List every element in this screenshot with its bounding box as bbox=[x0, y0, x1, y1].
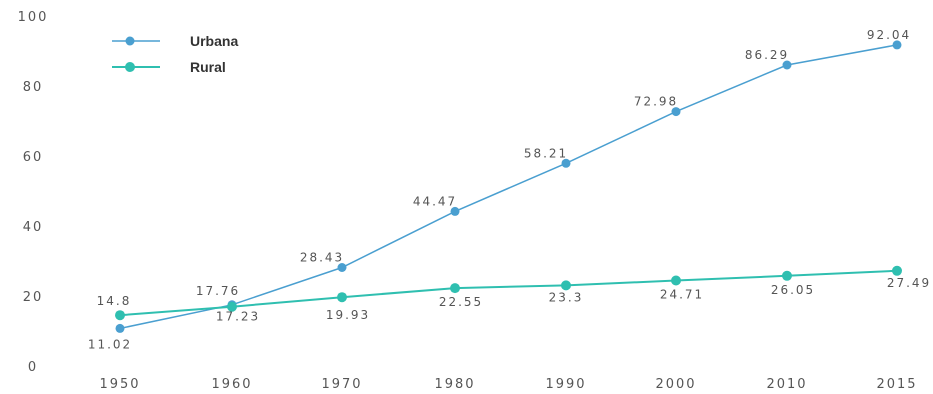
data-label-rural: 26.05 bbox=[771, 283, 815, 297]
data-label-urbana: 17.76 bbox=[196, 284, 240, 298]
y-tick-label: 40 bbox=[23, 220, 44, 235]
legend-marker-urbana bbox=[125, 36, 135, 46]
legend: Urbana Rural bbox=[112, 33, 238, 75]
x-tick-label: 2000 bbox=[655, 377, 696, 392]
data-point-rural bbox=[227, 301, 237, 312]
data-point-urbana bbox=[450, 206, 460, 216]
data-label-rural: 17.23 bbox=[216, 310, 260, 324]
data-point-urbana bbox=[782, 60, 792, 70]
series-line-rural bbox=[119, 269, 898, 317]
data-label-rural: 23.3 bbox=[549, 290, 584, 304]
data-label-urbana: 92.04 bbox=[867, 28, 911, 42]
legend-marker-rural bbox=[125, 62, 135, 72]
data-label-urbana: 86.29 bbox=[745, 48, 789, 62]
data-labels: 11.02 17.76 28.43 44.47 58.21 72.98 86.29 92.04… bbox=[88, 28, 931, 352]
y-tick-label: 20 bbox=[23, 290, 44, 305]
data-label-rural: 27.49 bbox=[887, 276, 931, 290]
x-tick-label: 2015 bbox=[876, 377, 917, 392]
y-tick-label: 100 bbox=[18, 10, 49, 25]
x-tick-label: 1960 bbox=[211, 377, 252, 392]
data-label-urbana: 11.02 bbox=[88, 337, 132, 351]
y-tick-label: 0 bbox=[28, 360, 38, 375]
y-tick-label: 60 bbox=[23, 150, 44, 165]
data-point-urbana bbox=[115, 323, 125, 333]
data-point-rural bbox=[450, 283, 460, 294]
data-point-rural bbox=[782, 270, 792, 281]
data-point-rural bbox=[115, 310, 125, 321]
data-label-urbana: 44.47 bbox=[413, 194, 457, 208]
x-axis-ticks: 1950 1960 1970 1980 1990 2000 2010 2015 bbox=[99, 377, 917, 392]
x-tick-label: 1970 bbox=[321, 377, 362, 392]
data-point-urbana bbox=[892, 40, 902, 50]
data-label-urbana: 28.43 bbox=[300, 250, 344, 264]
x-tick-label: 1950 bbox=[99, 377, 140, 392]
series-layer bbox=[115, 40, 902, 333]
x-tick-label: 1990 bbox=[545, 377, 586, 392]
legend-label-urbana: Urbana bbox=[190, 33, 238, 49]
y-tick-label: 80 bbox=[23, 80, 44, 95]
data-label-rural: 19.93 bbox=[326, 308, 370, 322]
data-point-rural bbox=[892, 265, 902, 276]
legend-item-rural: Rural bbox=[112, 59, 226, 75]
data-point-rural bbox=[337, 292, 347, 303]
data-point-rural bbox=[561, 280, 571, 291]
data-point-rural bbox=[671, 275, 681, 286]
x-tick-label: 1980 bbox=[434, 377, 475, 392]
data-label-rural: 14.8 bbox=[97, 294, 132, 308]
data-label-rural: 22.55 bbox=[439, 295, 483, 309]
data-label-rural: 24.71 bbox=[660, 288, 704, 302]
series-line-urbana bbox=[119, 44, 898, 330]
legend-label-rural: Rural bbox=[190, 59, 226, 75]
data-point-urbana bbox=[671, 107, 681, 117]
data-label-urbana: 72.98 bbox=[634, 95, 678, 109]
data-point-urbana bbox=[561, 158, 571, 168]
x-tick-label: 2010 bbox=[766, 377, 807, 392]
y-axis-ticks: 0 20 40 60 80 100 bbox=[18, 10, 49, 375]
legend-item-urbana: Urbana bbox=[112, 33, 238, 49]
data-label-urbana: 58.21 bbox=[524, 146, 568, 160]
data-point-urbana bbox=[337, 263, 347, 272]
